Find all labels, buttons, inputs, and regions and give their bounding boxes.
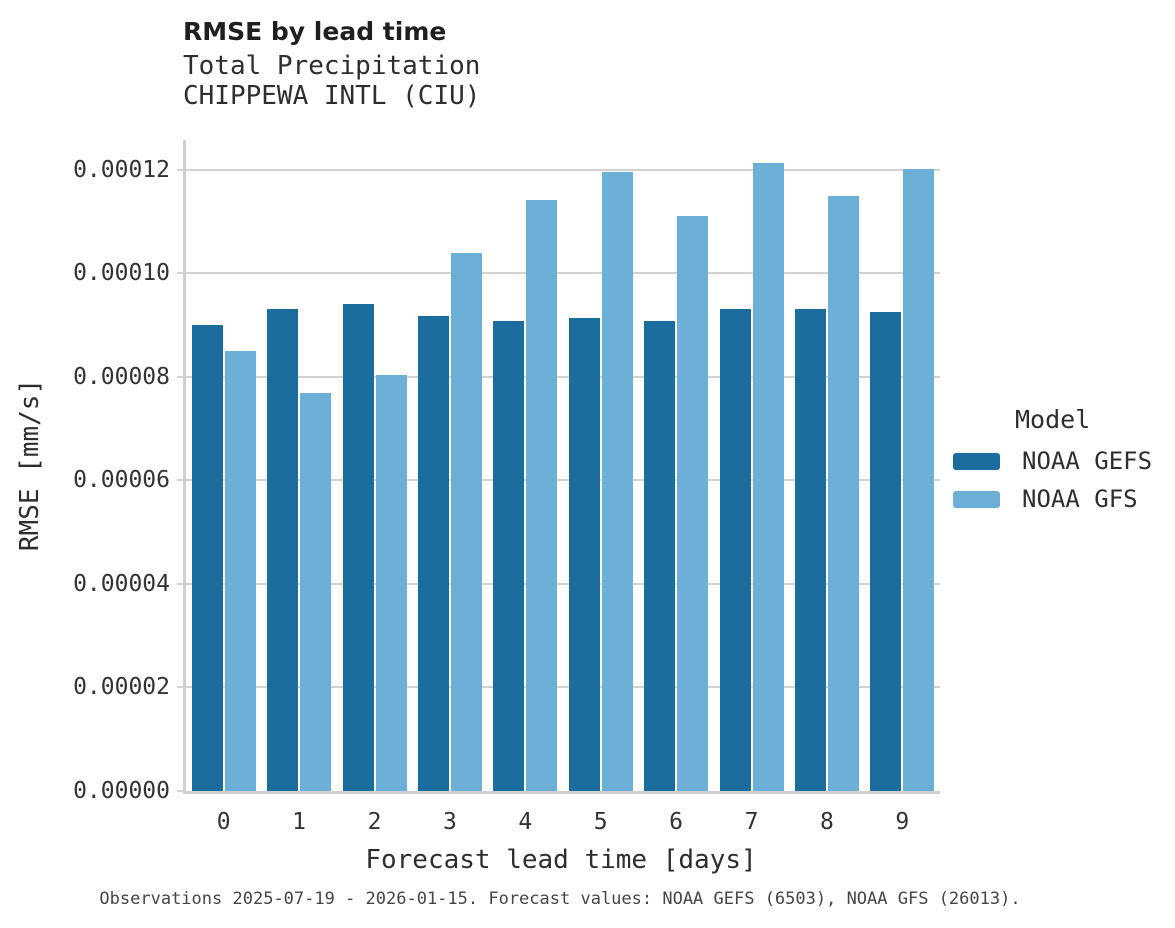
bar-noaa-gfs-lead-1 (300, 393, 332, 791)
bar-noaa-gfs-lead-6 (677, 216, 709, 791)
y-tick-label-0.00006: 0.00006 (73, 467, 170, 494)
x-tick-label-6: 6 (669, 809, 684, 835)
y-axis-title: RMSE [mm/s] (15, 378, 45, 552)
bar-noaa-gefs-lead-5 (568, 318, 600, 791)
gridline-0.00006 (186, 479, 940, 482)
y-tick-0.00004 (177, 582, 183, 585)
bar-noaa-gfs-lead-5 (601, 172, 633, 791)
y-tick-0.00006 (177, 479, 183, 482)
bar-noaa-gfs-lead-7 (752, 163, 784, 791)
x-tick-label-1: 1 (292, 809, 307, 835)
bar-noaa-gfs-lead-8 (827, 196, 859, 791)
bar-noaa-gfs-lead-4 (526, 200, 558, 791)
chart-subtitle: Total Precipitation (183, 51, 481, 81)
chart-title: RMSE by lead time (183, 17, 447, 46)
gridline-0.00010 (186, 272, 940, 275)
legend-swatch-noaa-gfs-icon (953, 490, 1000, 508)
bar-noaa-gefs-lead-4 (493, 321, 525, 791)
x-tick-label-8: 8 (819, 809, 834, 835)
y-tick-0.00000 (177, 790, 183, 792)
legend-item-noaa-gfs: NOAA GFS (953, 480, 1152, 518)
legend-item-noaa-gefs: NOAA GEFS (953, 442, 1152, 480)
bar-noaa-gfs-lead-3 (450, 253, 482, 791)
gridline-0.00012 (186, 168, 940, 171)
bar-noaa-gefs-lead-8 (794, 309, 826, 791)
y-tick-0.00002 (177, 686, 183, 689)
y-tick-label-0.00008: 0.00008 (73, 363, 170, 390)
bar-noaa-gfs-lead-9 (903, 169, 935, 791)
y-tick-label-0.00000: 0.00000 (73, 778, 170, 804)
legend: Model NOAA GEFS NOAA GFS (953, 406, 1152, 518)
bar-noaa-gefs-lead-7 (719, 309, 751, 791)
gridline-0.00008 (186, 375, 940, 378)
gridline-0.00002 (186, 686, 940, 689)
x-axis-title: Forecast lead time [days] (365, 845, 757, 875)
bar-noaa-gefs-lead-2 (342, 304, 374, 791)
x-tick-label-2: 2 (367, 809, 382, 835)
gridline-0.00004 (186, 582, 940, 585)
bar-noaa-gefs-lead-0 (191, 325, 223, 791)
x-tick-label-0: 0 (216, 809, 231, 835)
bar-noaa-gefs-lead-3 (417, 316, 449, 791)
y-tick-label-0.00002: 0.00002 (73, 674, 170, 701)
bar-noaa-gefs-lead-9 (870, 312, 902, 791)
y-tick-label-0.00010: 0.00010 (73, 260, 170, 287)
legend-label-noaa-gfs: NOAA GFS (1022, 485, 1138, 513)
plot-area: 0.00000 0.00002 0.00004 0.00006 0.00008 0.000… (73, 140, 940, 835)
x-tick-label-7: 7 (744, 809, 759, 835)
x-tick-label-5: 5 (593, 809, 608, 835)
legend-label-noaa-gefs: NOAA GEFS (1022, 447, 1153, 475)
legend-title: Model (1015, 405, 1091, 434)
caption: Observations 2025-07-19 - 2026-01-15. Fo… (99, 889, 1021, 909)
bar-noaa-gefs-lead-1 (267, 309, 299, 791)
bar-noaa-gefs-lead-6 (644, 321, 676, 791)
y-tick-label-0.00004: 0.00004 (73, 570, 170, 597)
y-tick-label-0.00012: 0.00012 (73, 156, 170, 183)
bar-noaa-gfs-lead-0 (224, 351, 256, 791)
x-tick-label-3: 3 (442, 809, 457, 835)
y-tick-0.00012 (177, 168, 183, 171)
y-tick-0.00008 (177, 375, 183, 378)
chart-station: CHIPPEWA INTL (CIU) (183, 81, 481, 111)
x-tick-label-4: 4 (518, 809, 533, 835)
bar-noaa-gfs-lead-2 (375, 375, 407, 791)
legend-swatch-noaa-gefs-icon (953, 452, 1000, 470)
x-tick-label-9: 9 (895, 809, 910, 835)
y-tick-0.00010 (177, 272, 183, 275)
